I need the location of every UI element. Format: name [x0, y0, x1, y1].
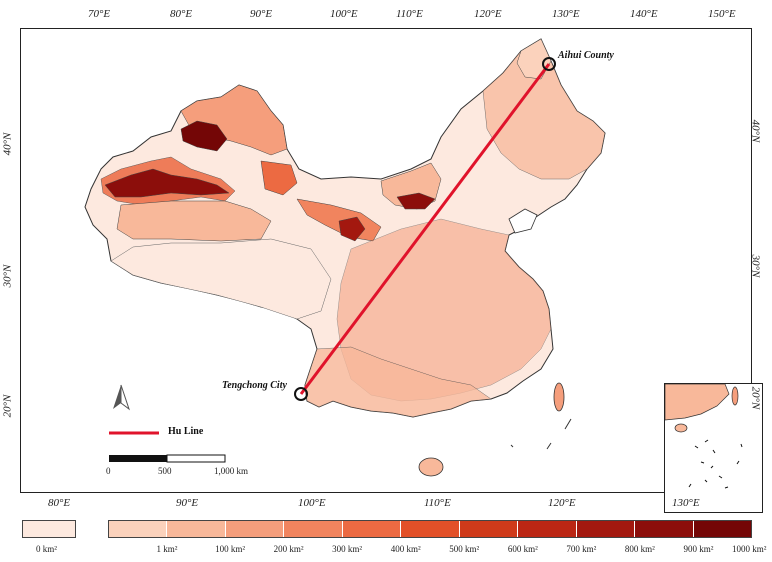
map-canvas	[84, 38, 606, 477]
taiwan-island	[553, 382, 565, 412]
inset-canvas	[664, 383, 743, 489]
hainan-island	[418, 457, 444, 477]
north-arrow-icon	[113, 384, 130, 411]
legend-swatch	[401, 521, 460, 537]
hu-line-legend-label: Hu Line	[168, 426, 204, 437]
scale-bar-black	[109, 455, 167, 462]
legend-label: 600 km²	[507, 544, 538, 554]
legend-swatch	[167, 521, 226, 537]
south-sea-islands	[510, 418, 572, 450]
tengchong-city-label: Tengchong City	[222, 380, 287, 391]
lat-left-40: 40°N	[1, 132, 14, 156]
lon-top-140: 140°E	[630, 8, 658, 20]
lat-right-40: 40°N	[749, 119, 762, 143]
scale-label-500: 500	[158, 466, 172, 476]
legend-label: 400 km²	[390, 544, 421, 554]
region-south	[304, 346, 492, 418]
lon-bottom-80: 80°E	[48, 497, 71, 509]
region-altay-dark	[180, 120, 228, 152]
lon-top-120: 120°E	[474, 8, 502, 20]
scale-bar-white	[166, 454, 226, 463]
lon-bottom-130: 130°E	[672, 497, 700, 509]
map-frame	[20, 28, 763, 513]
hu-line	[299, 63, 551, 395]
region-ningxia-dark	[338, 216, 366, 242]
lat-left-30: 30°N	[1, 264, 14, 288]
legend-swatch	[518, 521, 577, 537]
legend-color-bar	[108, 520, 752, 538]
region-xinjiang-dark	[104, 168, 230, 198]
lon-top-110: 110°E	[396, 8, 423, 20]
legend-label: 1000 km²	[732, 544, 767, 554]
region-tibet	[110, 238, 332, 320]
legend-label: 1 km²	[156, 544, 178, 554]
lat-right-30: 30°N	[749, 254, 762, 278]
legend-label: 300 km²	[332, 544, 363, 554]
legend-swatch	[576, 521, 636, 537]
legend-label: 200 km²	[273, 544, 304, 554]
lon-top-90: 90°E	[250, 8, 273, 20]
legend-zero-label: 0 km²	[36, 544, 57, 554]
region-heilongjiang-north	[516, 38, 552, 80]
region-east-xinjiang	[260, 160, 298, 196]
legend-swatch	[225, 521, 285, 537]
lat-right-20: 20°N	[749, 386, 762, 410]
lon-top-150: 150°E	[708, 8, 736, 20]
aihui-marker	[542, 57, 556, 71]
lon-top-70: 70°E	[88, 8, 111, 20]
region-tarim-south	[116, 200, 272, 242]
scale-label-0: 0	[106, 466, 111, 476]
lon-bottom-90: 90°E	[176, 497, 199, 509]
lon-top-80: 80°E	[170, 8, 193, 20]
lon-bottom-110: 110°E	[424, 497, 451, 509]
legend-swatch	[342, 521, 402, 537]
legend-zero-swatch	[22, 520, 76, 538]
legend-swatch	[693, 521, 751, 537]
region-mongolia-dark	[396, 192, 436, 210]
bohai-sea	[508, 208, 538, 234]
legend-label: 700 km²	[566, 544, 597, 554]
lon-top-130: 130°E	[552, 8, 580, 20]
legend-swatch	[635, 521, 694, 537]
south-china-sea-inset	[664, 383, 763, 513]
legend-swatch	[109, 521, 168, 537]
legend-label: 500 km²	[449, 544, 480, 554]
legend-swatch	[459, 521, 519, 537]
legend-label: 900 km²	[683, 544, 714, 554]
lat-left-20: 20°N	[1, 394, 14, 418]
legend-swatch	[284, 521, 343, 537]
scale-label-1000: 1,000 km	[214, 466, 249, 476]
aihui-county-label: Aihui County	[558, 50, 614, 61]
lon-bottom-120: 120°E	[548, 497, 576, 509]
tengchong-marker	[294, 387, 308, 401]
lon-bottom-100: 100°E	[298, 497, 326, 509]
legend-label: 800 km²	[624, 544, 655, 554]
legend-label: 100 km²	[215, 544, 246, 554]
lon-top-100: 100°E	[330, 8, 358, 20]
